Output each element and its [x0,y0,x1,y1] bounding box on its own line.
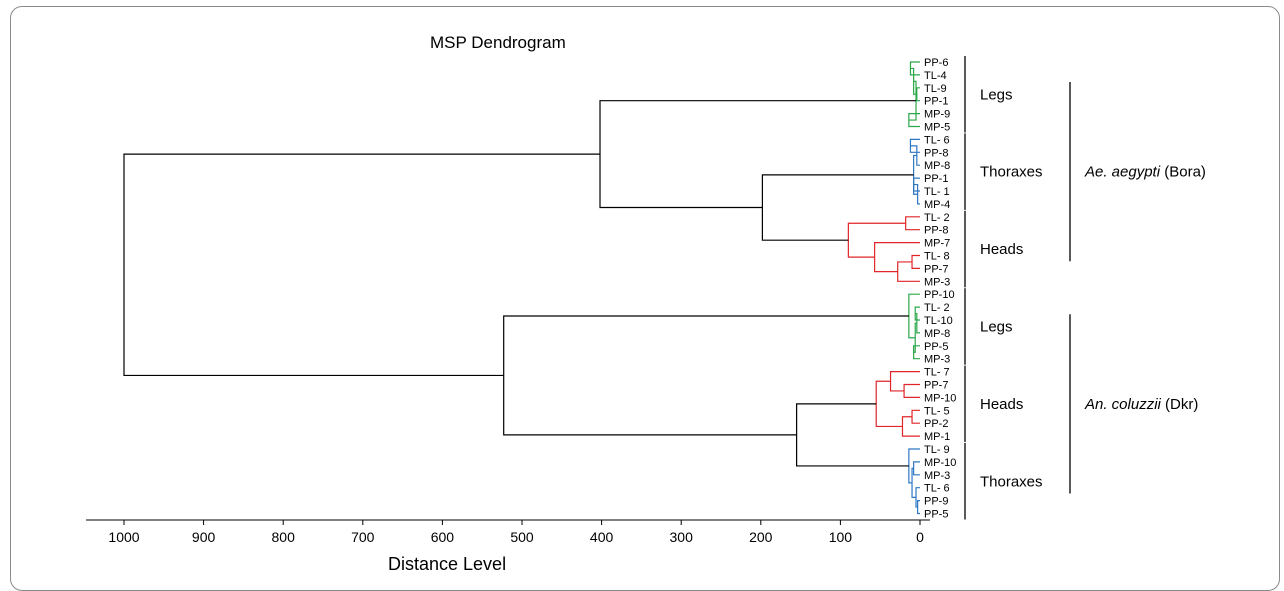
branch-A [599,100,917,209]
leaf-label-34: PP-9 [924,496,948,508]
leaf-label-21: MP-8 [924,328,950,340]
x-tick-label-0: 0 [916,529,924,545]
leaf-label-14: MP-7 [924,238,950,250]
leaf-label-9: PP-1 [924,173,948,185]
branch-c3 [897,261,920,282]
leaf-label-7: PP-8 [924,147,948,159]
group-label-4: Heads [980,396,1023,413]
leaf-label-25: PP-7 [924,380,948,392]
leaf-label-28: PP-2 [924,418,948,430]
leaf-label-20: TL-10 [924,315,953,327]
branch-root [123,153,601,377]
branch-f2 [917,500,920,515]
leaf-label-3: PP-1 [924,96,948,108]
x-tick-label-800: 800 [272,529,296,545]
x-tick-label-200: 200 [749,529,773,545]
leaf-label-12: TL- 2 [924,212,950,224]
branch-e3 [911,409,920,424]
dendrogram-branches [123,61,920,515]
x-tick-label-300: 300 [670,529,694,545]
leaf-label-22: PP-5 [924,341,948,353]
chart-title: MSP Dendrogram [430,33,566,52]
x-axis-label: Distance Level [388,554,506,574]
branch-B [503,315,909,436]
branch-e1 [903,383,920,398]
branch-HT [796,403,909,467]
leaf-label-8: MP-8 [924,160,950,172]
x-tick-label-900: 900 [192,529,216,545]
x-tick-label-500: 500 [510,529,534,545]
leaf-label-6: TL- 6 [924,134,950,146]
leaf-label-0: PP-6 [924,57,948,69]
leaf-label-2: TL-9 [924,83,947,95]
species-name-0: Ae. aegypti [1084,164,1161,181]
branch-AT [761,174,914,241]
leaf-label-31: MP-10 [924,457,956,469]
dendrogram-chart: 1000 900 800 700 600 500 400 300 200 100 0 PP-6TL-… [86,33,1206,574]
x-axis: 1000 900 800 700 600 500 400 300 200 100 0 [86,519,930,545]
group-label-2: Heads [980,241,1023,258]
group-label-0: Legs [980,86,1013,103]
leaf-label-17: MP-3 [924,276,950,288]
leaf-label-27: TL- 5 [924,405,950,417]
leaf-label-23: MP-3 [924,354,950,366]
species-site-1: (Dkr) [1161,396,1199,413]
group-brackets: Legs Thoraxes Heads Legs Heads Thoraxes Ae. ae… [964,56,1206,520]
species-site-0: (Bora) [1160,164,1206,181]
leaf-label-35: PP-5 [924,509,948,521]
leaf-label-15: TL- 8 [924,251,950,263]
group-label-5: Thoraxes [980,473,1043,490]
branch-fT [908,448,920,484]
branch-c1 [905,216,920,231]
leaf-labels: PP-6TL-4TL-9PP-1MP-9MP-5TL- 6PP-8MP-8PP-… [924,57,956,521]
leaf-label-13: PP-8 [924,225,948,237]
branch-f1 [913,461,920,476]
species-name-1: An. coluzzii [1084,396,1162,413]
branch-c2 [911,254,920,269]
leaf-label-29: MP-1 [924,431,950,443]
leaf-label-19: TL- 2 [924,302,950,314]
leaf-label-18: PP-10 [924,289,955,301]
leaf-label-30: TL- 9 [924,444,950,456]
species-label-1: An. coluzzii (Dkr) [1084,396,1198,413]
branch-dL [908,293,920,339]
branch-e2 [889,371,920,392]
leaf-label-32: MP-3 [924,470,950,482]
leaf-label-10: TL- 1 [924,186,950,198]
leaf-label-16: PP-7 [924,263,948,275]
x-tick-label-400: 400 [590,529,614,545]
leaf-label-4: MP-9 [924,109,950,121]
leaf-label-33: TL- 6 [924,483,950,495]
species-label-0: Ae. aegypti (Bora) [1084,164,1206,181]
branch-e4 [901,416,920,437]
group-label-1: Thoraxes [980,164,1043,181]
leaf-label-11: MP-4 [924,199,950,211]
leaf-label-1: TL-4 [924,70,947,82]
group-label-3: Legs [980,318,1013,335]
x-tick-label-1000: 1000 [108,529,139,545]
branch-eH [875,380,903,428]
branch-a2 [916,87,920,102]
leaf-label-5: MP-5 [924,122,950,134]
x-tick-label-100: 100 [829,529,853,545]
x-tick-label-700: 700 [351,529,375,545]
branch-cH [847,222,906,258]
leaf-label-24: TL- 7 [924,367,950,379]
leaf-label-26: MP-10 [924,392,956,404]
x-tick-label-600: 600 [431,529,455,545]
